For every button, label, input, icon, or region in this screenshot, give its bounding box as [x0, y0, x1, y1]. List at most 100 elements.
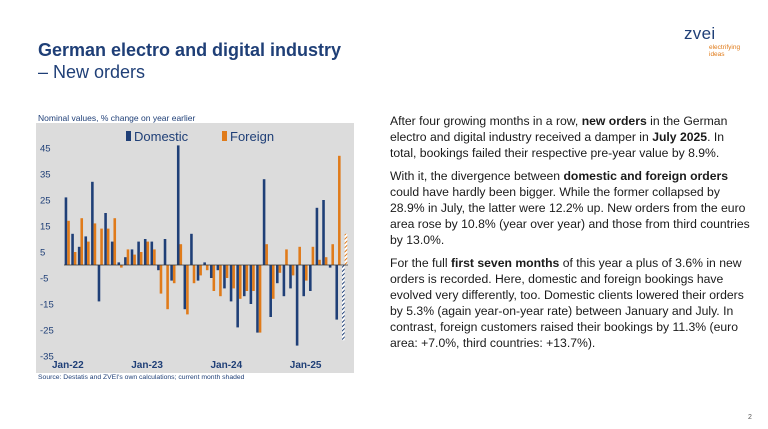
bar-foreign-20: [199, 265, 202, 276]
bar-foreign-38: [318, 259, 321, 265]
p2-run-2: could have hardly been bigger. While the…: [390, 185, 750, 247]
p1-run-0: After four growing months in a row,: [390, 114, 582, 128]
legend-label-foreign: Foreign: [230, 129, 274, 144]
bar-foreign-34: [291, 265, 295, 276]
bar-domestic-18: [183, 265, 187, 310]
bar-foreign-39: [324, 257, 328, 265]
y-tick-label-2: 25: [40, 196, 51, 207]
bar-domestic-5: [97, 265, 101, 302]
p1-run-1: new orders: [581, 114, 647, 128]
bar-domestic-14: [157, 265, 160, 271]
logo-tagline: electrifying ideas: [709, 44, 749, 58]
bar-foreign-40: [331, 244, 334, 265]
bar-domestic-28: [249, 265, 253, 304]
bar-domestic-3: [84, 236, 88, 265]
logo-wordmark: zvei: [684, 24, 716, 43]
bar-foreign-17: [179, 244, 183, 265]
bar-domestic-6: [104, 213, 107, 265]
bar-foreign-14: [159, 265, 163, 294]
bar-domestic-0: [64, 197, 68, 265]
bar-foreign-1: [73, 252, 77, 265]
bar-foreign-33: [285, 249, 288, 265]
legend-swatch-foreign: [222, 131, 227, 141]
bar-foreign-9: [126, 249, 130, 265]
bar-domestic-15: [163, 239, 167, 265]
bar-domestic-34: [289, 265, 292, 289]
bar-foreign-31: [271, 265, 275, 299]
bar-domestic-33: [282, 265, 286, 297]
bar-foreign-27: [245, 265, 249, 291]
bar-domestic-35: [295, 265, 299, 346]
bar-domestic-25: [229, 265, 233, 302]
bar-foreign-32: [278, 265, 282, 273]
bar-foreign-6: [106, 228, 110, 265]
x-tick-label-3: Jan-25: [290, 360, 322, 371]
p1-run-2: in the German electro and digital indust…: [390, 114, 728, 144]
y-tick-label-5: -5: [40, 274, 48, 285]
bar-foreign-3: [87, 241, 90, 265]
bar-domestic-2: [77, 246, 81, 265]
bar-foreign-24: [225, 265, 229, 278]
bar-foreign-10: [133, 254, 136, 265]
bar-foreign-22: [212, 265, 216, 291]
bar-foreign-26: [238, 265, 242, 299]
bar-foreign-37: [311, 246, 315, 265]
bar-domestic-9: [124, 257, 127, 265]
bar-domestic-24: [223, 265, 226, 289]
bar-domestic-16: [170, 265, 173, 281]
paragraph-first-seven-months: For the full first seven months of this …: [390, 255, 750, 351]
x-tick-label-1: Jan-23: [131, 360, 163, 371]
legend-swatch-domestic: [126, 131, 131, 141]
page-number: 2: [748, 414, 752, 421]
bar-foreign-12: [146, 241, 150, 265]
chart-source: Source: Destatis and ZVEI's own calculat…: [38, 374, 245, 381]
paragraph-new-orders: After four growing months in a row, new …: [390, 113, 750, 161]
page-title: German electro and digital industry: [38, 40, 342, 60]
bar-domestic-31: [269, 265, 272, 317]
p2-run-0: With it, the divergence between: [390, 169, 564, 183]
bar-domestic-21: [203, 262, 206, 265]
bar-domestic-10: [130, 249, 134, 265]
bar-domestic-20: [196, 265, 200, 281]
p2-run-1: domestic and foreign orders: [563, 169, 728, 183]
x-tick-label-2: Jan-24: [211, 360, 243, 371]
y-tick-label-1: 35: [40, 170, 51, 181]
y-tick-label-7: -25: [40, 326, 54, 337]
bar-domestic-19: [190, 233, 193, 265]
p1-run-4: . In total, bookings failed their respec…: [390, 130, 725, 160]
bar-domestic-29: [256, 265, 259, 333]
bar-foreign-35: [298, 246, 301, 265]
bar-foreign-7: [113, 218, 117, 265]
bar-foreign-42: [344, 233, 348, 265]
bar-domestic-4: [91, 181, 94, 265]
bar-foreign-5: [100, 228, 103, 265]
logo-tagline-line2: ideas: [709, 51, 725, 58]
bar-foreign-2: [80, 218, 84, 265]
p3-run-0: For the full: [390, 256, 451, 270]
bar-foreign-36: [305, 265, 308, 281]
x-tick-label-0: Jan-22: [52, 360, 84, 371]
p3-run-2: of this year a plus of 3.6% in new order…: [390, 256, 744, 350]
bar-domestic-27: [242, 265, 246, 297]
y-tick-label-0: 45: [40, 144, 51, 155]
bar-domestic-38: [315, 207, 319, 265]
bar-domestic-7: [110, 241, 114, 265]
bar-foreign-23: [219, 265, 222, 297]
bar-foreign-19: [192, 265, 196, 284]
logo-tagline-line1: electrifying: [709, 44, 741, 51]
bar-domestic-41: [335, 265, 339, 320]
bar-domestic-22: [209, 265, 213, 278]
p1-run-3: July 2025: [652, 130, 708, 144]
paragraph-domestic-foreign: With it, the divergence between domestic…: [390, 168, 750, 248]
bar-domestic-17: [176, 145, 180, 265]
p3-run-1: first seven months: [450, 256, 560, 270]
bar-foreign-11: [139, 252, 143, 265]
bar-foreign-41: [338, 155, 341, 265]
bar-domestic-37: [309, 265, 312, 291]
bar-foreign-21: [205, 265, 209, 271]
body-text: After four growing months in a row, new …: [390, 113, 750, 358]
bar-domestic-13: [150, 241, 154, 265]
bar-foreign-18: [186, 265, 189, 315]
bar-domestic-32: [276, 265, 279, 284]
